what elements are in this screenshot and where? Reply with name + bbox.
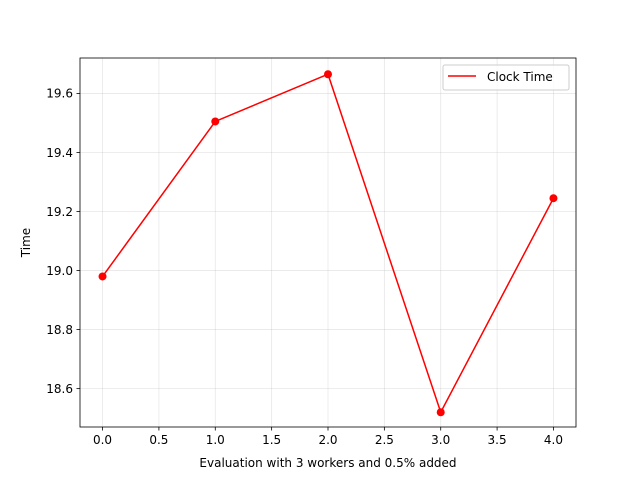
x-axis-label: Evaluation with 3 workers and 0.5% added bbox=[199, 456, 456, 470]
series-layer bbox=[98, 70, 558, 417]
y-tick-label: 19.4 bbox=[46, 146, 73, 160]
legend: Clock Time bbox=[442, 64, 570, 91]
data-point bbox=[549, 194, 558, 203]
data-point bbox=[324, 70, 332, 79]
grid bbox=[80, 58, 576, 427]
data-point bbox=[436, 408, 445, 417]
x-tick-label: 4.0 bbox=[544, 433, 563, 447]
data-point bbox=[98, 272, 107, 281]
y-tick-label: 19.6 bbox=[46, 87, 73, 101]
y-tick-label: 18.6 bbox=[46, 382, 73, 396]
data-point bbox=[211, 117, 220, 126]
x-tick-label: 1.0 bbox=[206, 433, 225, 447]
x-tick-label: 0.5 bbox=[149, 433, 168, 447]
y-tick-label: 19.0 bbox=[46, 264, 73, 278]
y-axis-label: Time bbox=[19, 228, 33, 258]
x-tick-label: 3.0 bbox=[431, 433, 450, 447]
legend-label: Clock Time bbox=[487, 70, 553, 84]
x-tick-label: 2.0 bbox=[318, 433, 337, 447]
y-tick-label: 19.2 bbox=[46, 205, 73, 219]
x-axis-ticks: 0.0 0.5 1.0 1.5 2.0 2.5 3.0 3.5 4.0 bbox=[93, 427, 563, 447]
x-tick-label: 3.5 bbox=[488, 433, 507, 447]
y-tick-label: 18.8 bbox=[46, 323, 73, 337]
plot-frame bbox=[79, 57, 577, 428]
y-axis-ticks: 18.6 18.8 19.0 19.2 19.4 19.6 bbox=[46, 87, 80, 396]
x-tick-label: 2.5 bbox=[375, 433, 394, 447]
x-tick-label: 1.5 bbox=[262, 433, 281, 447]
legend-box bbox=[442, 64, 570, 91]
x-tick-label: 0.0 bbox=[93, 433, 112, 447]
